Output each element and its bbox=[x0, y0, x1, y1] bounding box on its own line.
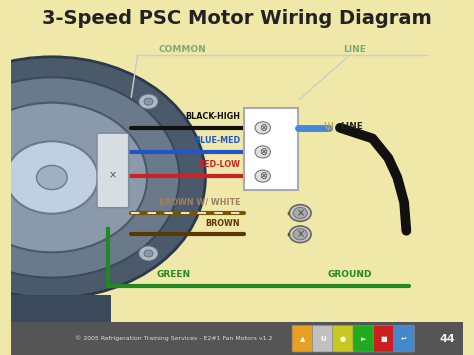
Text: ⊗: ⊗ bbox=[259, 147, 267, 157]
Text: ×: × bbox=[296, 208, 304, 218]
FancyBboxPatch shape bbox=[353, 325, 374, 352]
Text: U: U bbox=[320, 336, 326, 342]
Text: ►: ► bbox=[361, 336, 366, 342]
Circle shape bbox=[255, 122, 271, 134]
Text: ↩: ↩ bbox=[401, 336, 407, 342]
Circle shape bbox=[138, 94, 158, 109]
Text: GREEN: GREEN bbox=[157, 271, 191, 279]
FancyBboxPatch shape bbox=[292, 325, 313, 352]
Text: BLUE-MED: BLUE-MED bbox=[194, 136, 240, 145]
Text: BROWN W/ WHITE: BROWN W/ WHITE bbox=[159, 197, 240, 206]
FancyBboxPatch shape bbox=[11, 295, 110, 337]
Circle shape bbox=[138, 246, 158, 261]
Ellipse shape bbox=[290, 226, 311, 242]
Circle shape bbox=[36, 165, 67, 190]
Text: LINE: LINE bbox=[340, 121, 363, 131]
Circle shape bbox=[6, 141, 98, 214]
Text: ▲: ▲ bbox=[300, 336, 305, 342]
Text: RED-LOW: RED-LOW bbox=[198, 160, 240, 169]
FancyBboxPatch shape bbox=[312, 325, 333, 352]
Circle shape bbox=[255, 170, 271, 182]
Text: COMMON: COMMON bbox=[159, 45, 207, 54]
Bar bbox=[244, 108, 298, 190]
Text: ⊗: ⊗ bbox=[259, 171, 267, 181]
Text: Ψ: Ψ bbox=[324, 121, 334, 133]
FancyBboxPatch shape bbox=[374, 325, 394, 352]
Ellipse shape bbox=[290, 205, 311, 221]
Text: BROWN: BROWN bbox=[206, 219, 240, 228]
Bar bbox=[11, 322, 463, 355]
FancyBboxPatch shape bbox=[394, 325, 414, 352]
Circle shape bbox=[0, 77, 179, 278]
FancyBboxPatch shape bbox=[333, 325, 354, 352]
Text: ●: ● bbox=[340, 336, 346, 342]
Text: © 2005 Refrigeration Training Services - E2#1 Fan Motors v1.2: © 2005 Refrigeration Training Services -… bbox=[75, 336, 273, 342]
Text: BLACK-HIGH: BLACK-HIGH bbox=[185, 112, 240, 121]
Text: ×: × bbox=[296, 229, 304, 239]
Text: 3-Speed PSC Motor Wiring Diagram: 3-Speed PSC Motor Wiring Diagram bbox=[42, 9, 432, 28]
Circle shape bbox=[255, 146, 271, 158]
Text: 44: 44 bbox=[439, 334, 455, 344]
Circle shape bbox=[144, 98, 153, 105]
Ellipse shape bbox=[293, 229, 307, 240]
FancyBboxPatch shape bbox=[97, 133, 128, 208]
Ellipse shape bbox=[293, 207, 307, 219]
Text: ⊗: ⊗ bbox=[259, 123, 267, 133]
Text: ■: ■ bbox=[381, 336, 387, 342]
Circle shape bbox=[144, 250, 153, 257]
Circle shape bbox=[0, 103, 147, 252]
Circle shape bbox=[0, 57, 205, 298]
Text: GROUND: GROUND bbox=[328, 271, 372, 279]
Text: ×: × bbox=[109, 171, 117, 181]
Text: LINE: LINE bbox=[343, 45, 366, 54]
